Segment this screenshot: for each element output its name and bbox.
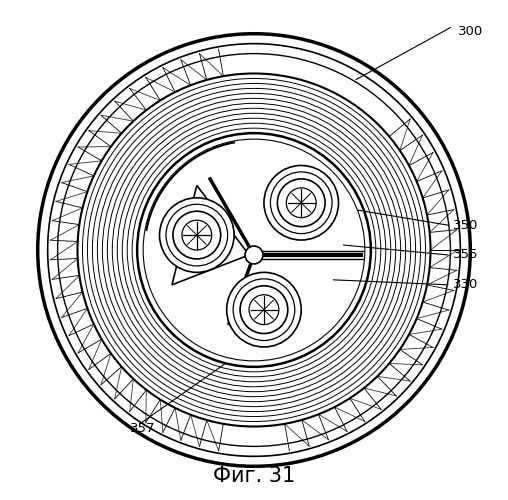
Circle shape [277,179,325,226]
Circle shape [38,34,470,467]
Text: 350: 350 [453,218,478,232]
Circle shape [173,211,220,259]
Circle shape [264,166,338,240]
Text: Фиг. 31: Фиг. 31 [213,466,295,486]
Circle shape [137,133,371,367]
Circle shape [227,272,301,347]
Circle shape [245,246,263,264]
Circle shape [240,286,288,334]
Text: 300: 300 [458,24,483,38]
Text: 330: 330 [453,278,478,291]
Circle shape [160,198,234,272]
Text: 357: 357 [130,422,155,436]
Text: 355: 355 [453,248,479,262]
